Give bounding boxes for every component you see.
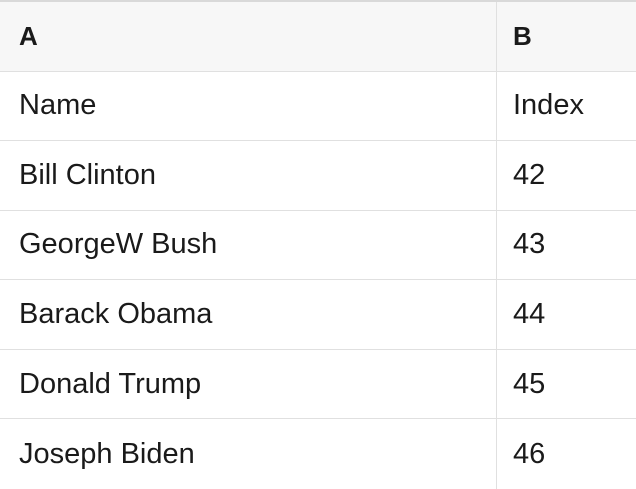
cell-text: 44: [513, 298, 546, 331]
cell-text: 45: [513, 367, 546, 400]
table-row: Donald Trump 45: [0, 349, 636, 420]
table-cell[interactable]: Donald Trump: [0, 349, 497, 419]
cell-text: 42: [513, 158, 546, 191]
cell-text: Bill Clinton: [19, 158, 156, 191]
column-header-a[interactable]: A: [0, 2, 497, 71]
table-row: GeorgeW Bush 43: [0, 210, 636, 281]
cell-text: Index: [513, 89, 584, 122]
cell-text: Joseph Biden: [19, 437, 195, 470]
cell-text: Donald Trump: [19, 367, 202, 400]
table-cell[interactable]: Bill Clinton: [0, 141, 497, 210]
table-cell[interactable]: Name: [0, 71, 497, 141]
table-cell[interactable]: Barack Obama: [0, 280, 497, 349]
cell-text: Name: [19, 89, 97, 122]
column-header-b-label: B: [513, 21, 532, 52]
cell-text: 43: [513, 228, 546, 261]
table-cell[interactable]: 43: [497, 211, 636, 280]
table-cell[interactable]: Joseph Biden: [0, 419, 497, 489]
table-row: Bill Clinton 42: [0, 141, 636, 211]
table-cell[interactable]: 46: [497, 419, 636, 489]
cell-text: Barack Obama: [19, 298, 213, 331]
table-cell[interactable]: Index: [497, 72, 636, 141]
cell-text: 46: [513, 437, 546, 470]
table-cell[interactable]: 44: [497, 280, 636, 349]
column-header-b[interactable]: B: [497, 2, 636, 71]
table-row: Joseph Biden 46: [0, 419, 636, 489]
column-header-a-label: A: [19, 21, 38, 52]
table-cell[interactable]: 42: [497, 141, 636, 210]
table-cell[interactable]: 45: [497, 350, 636, 419]
table-row: Barack Obama 44: [0, 280, 636, 350]
table-row: Name Index: [0, 71, 636, 142]
table-cell[interactable]: GeorgeW Bush: [0, 210, 497, 280]
column-header-row: A B: [0, 2, 636, 72]
cell-text: GeorgeW Bush: [19, 228, 218, 261]
